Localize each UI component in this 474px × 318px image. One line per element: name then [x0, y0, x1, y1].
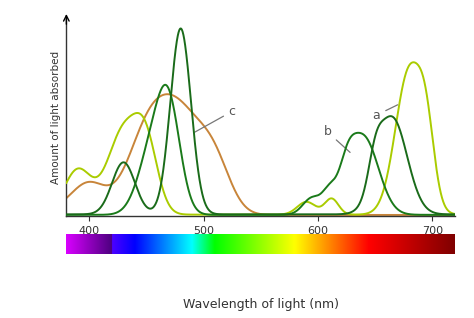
Y-axis label: Amount of light absorbed: Amount of light absorbed	[51, 51, 61, 184]
Text: a: a	[373, 105, 398, 121]
Text: c: c	[194, 105, 236, 132]
Text: Wavelength of light (nm): Wavelength of light (nm)	[182, 299, 339, 311]
Text: b: b	[324, 126, 350, 152]
